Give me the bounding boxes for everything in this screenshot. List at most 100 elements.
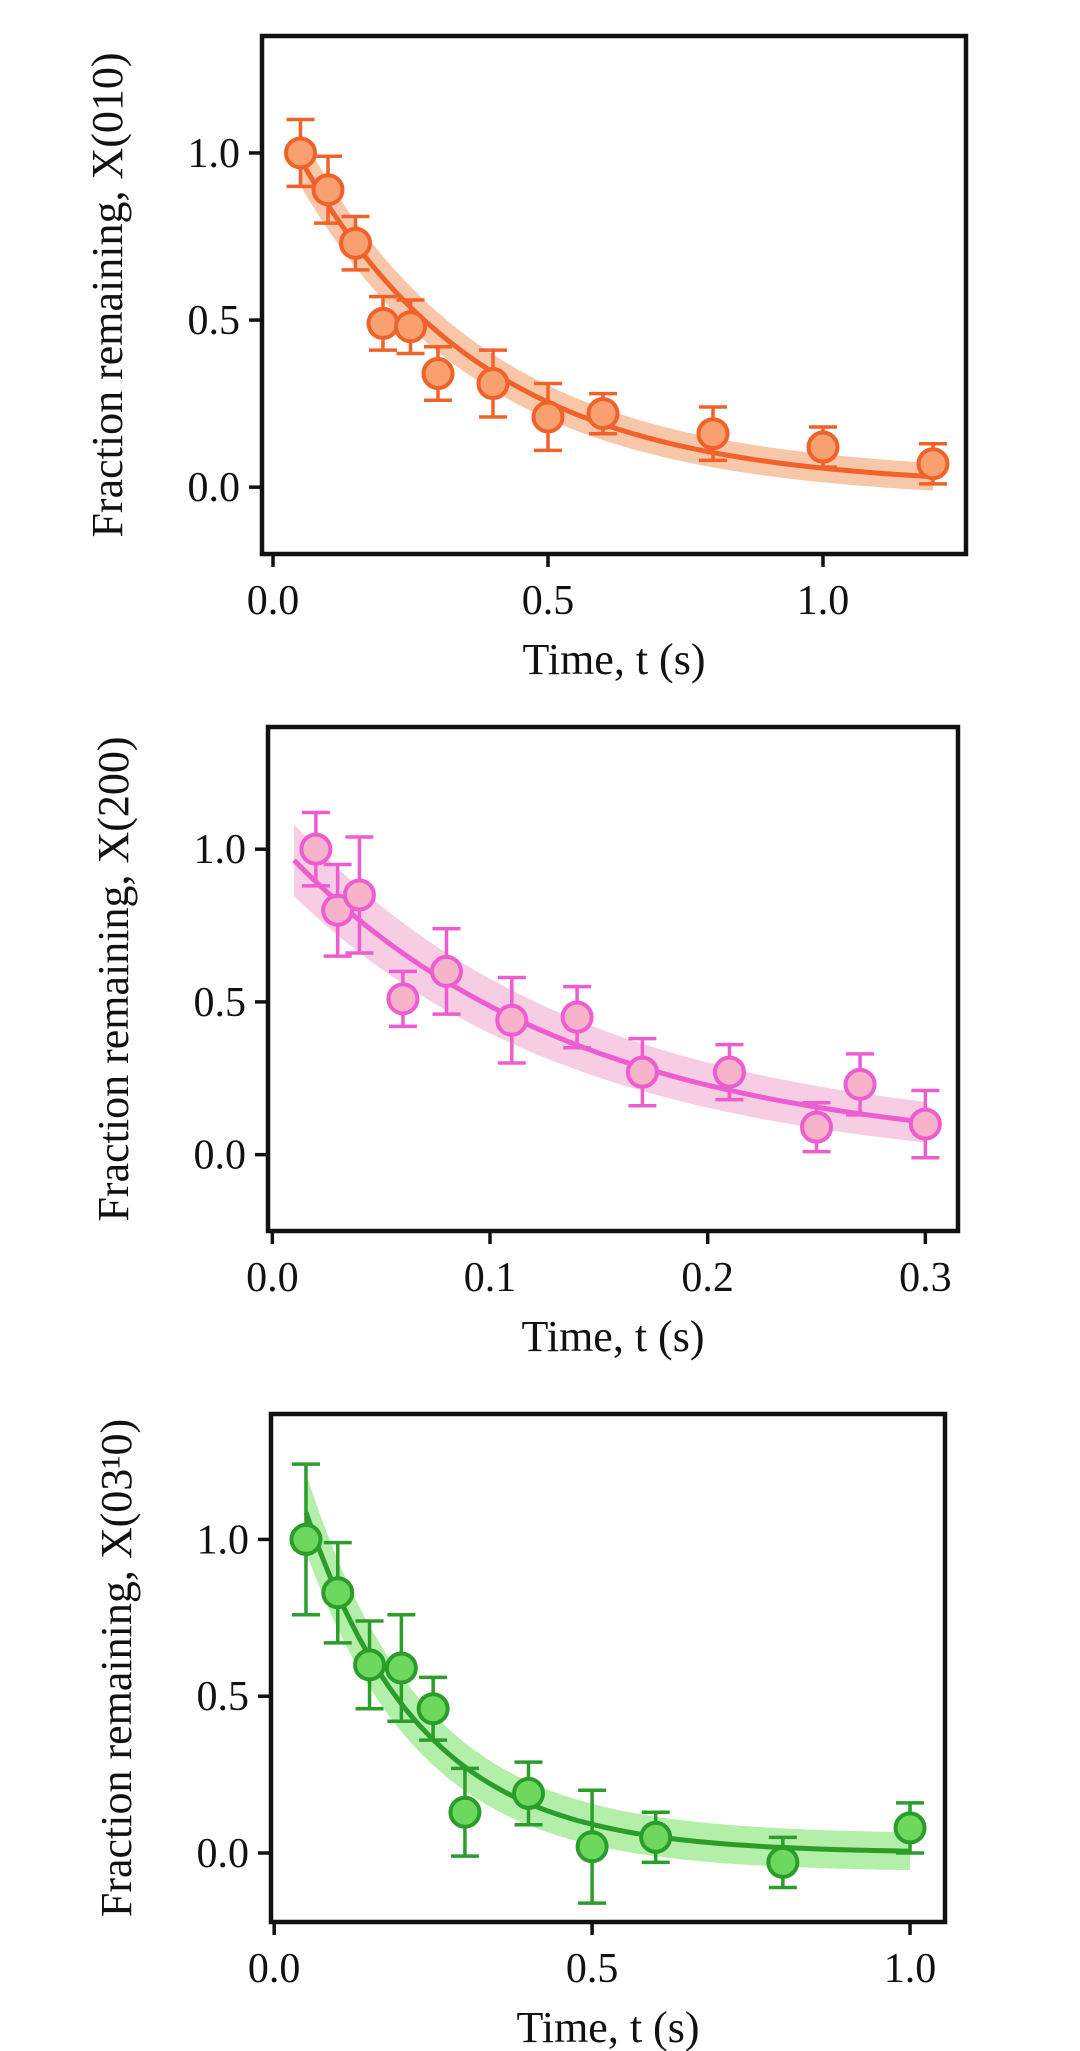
fit-curve [303, 1511, 911, 1854]
data-point [384, 1612, 418, 1724]
data-point [800, 1100, 834, 1154]
data-point [299, 810, 333, 888]
data-point [321, 1540, 355, 1645]
data-marker [916, 447, 950, 481]
data-marker [806, 430, 840, 464]
data-point [311, 154, 345, 225]
x-tick-label: 0.0 [248, 1946, 301, 1992]
y-axis-title: Fraction remaining, X(010) [83, 52, 132, 537]
plot-frame [265, 724, 961, 1234]
data-point [416, 1675, 450, 1742]
data-point [575, 1788, 609, 1905]
data-marker [575, 1830, 609, 1864]
data-marker [416, 1692, 450, 1726]
data-marker [560, 1000, 594, 1034]
data-marker [366, 306, 400, 340]
data-marker [800, 1110, 834, 1144]
plot-frame [268, 1411, 948, 1925]
data-point [495, 975, 529, 1065]
data-point [806, 425, 840, 469]
plot-area [289, 1462, 927, 1905]
data-point [639, 1810, 673, 1865]
data-point [386, 969, 420, 1029]
data-marker [893, 1811, 927, 1845]
x-axis-title: Time, t (s) [517, 2003, 700, 2051]
data-point [586, 391, 620, 436]
data-point [448, 1766, 482, 1858]
y-tick-label: 0.5 [197, 1674, 250, 1720]
data-marker [311, 173, 345, 207]
data-point [560, 984, 594, 1050]
x-tick-label: 0.3 [899, 1255, 952, 1301]
data-point [625, 1036, 659, 1108]
chart-x0310: 0.0 0.5 1.0 0.0 0.5 1.0 Time, t (s) Fraction re… [92, 1411, 948, 2051]
data-point [353, 1619, 387, 1711]
x-tick-label: 0.1 [464, 1255, 517, 1301]
data-marker [843, 1067, 877, 1101]
data-point [696, 405, 730, 463]
fit-confidence-band [294, 824, 926, 1143]
x-axis-title: Time, t (s) [522, 1312, 705, 1361]
data-marker [476, 367, 510, 401]
data-marker [696, 417, 730, 451]
data-marker [299, 832, 333, 866]
y-tick-label: 1.0 [197, 1517, 250, 1563]
data-marker [353, 1648, 387, 1682]
y-axis-title: Fraction remaining, X(03¹0) [92, 1419, 141, 1917]
data-point [394, 298, 427, 356]
data-marker [284, 136, 317, 170]
data-point [342, 835, 376, 955]
data-marker [321, 1576, 355, 1610]
fit-confidence-band [300, 132, 933, 491]
x-axis-title: Time, t (s) [523, 635, 706, 684]
data-marker [512, 1776, 546, 1810]
data-marker [586, 397, 620, 431]
y-tick-label: 0.5 [194, 980, 247, 1026]
data-marker [712, 1055, 746, 1089]
plot-frame [259, 33, 969, 557]
x-tick-label: 1.0 [884, 1946, 937, 1992]
data-point [908, 1088, 942, 1160]
data-point [284, 117, 317, 189]
data-point [712, 1042, 746, 1102]
data-marker [448, 1795, 482, 1829]
data-point [321, 862, 355, 958]
x-tick-label: 1.0 [797, 578, 850, 624]
data-point [766, 1835, 800, 1890]
data-marker [384, 1651, 418, 1685]
y-tick-label: 0.5 [188, 298, 241, 344]
y-tick-label: 0.0 [194, 1133, 247, 1179]
data-point [289, 1462, 323, 1617]
data-point [531, 381, 565, 453]
y-tick-label: 1.0 [194, 827, 247, 873]
fit-curve [292, 858, 926, 1125]
y-tick-label: 0.0 [197, 1831, 250, 1877]
data-marker [495, 1003, 529, 1037]
x-tick-label: 0.0 [247, 578, 300, 624]
y-tick-label: 0.0 [188, 465, 241, 511]
x-tick-label: 0.0 [246, 1255, 299, 1301]
fit-confidence-band [306, 1473, 910, 1871]
data-point [843, 1052, 877, 1117]
data-marker [625, 1055, 659, 1089]
plot-area [292, 810, 942, 1160]
data-marker [386, 982, 420, 1016]
y-tick-label: 1.0 [188, 131, 241, 177]
data-marker [321, 893, 355, 927]
data-marker [339, 226, 372, 260]
chart-x200: 0.0 0.1 0.2 0.3 0.0 0.5 1.0 Time, t (s) Fraction… [89, 724, 961, 1361]
data-marker [289, 1522, 323, 1556]
data-marker [429, 954, 463, 988]
data-point [429, 926, 463, 1016]
data-point [476, 348, 510, 419]
x-tick-label: 0.5 [522, 578, 575, 624]
data-point [421, 345, 455, 403]
data-marker [531, 400, 565, 434]
data-point [916, 441, 950, 486]
data-marker [421, 357, 455, 391]
chart-x010: 0.0 0.5 1.0 0.0 0.5 1.0 Time, t (s) Fraction re… [83, 33, 969, 684]
data-marker [394, 310, 427, 344]
y-axis-title: Fraction remaining, X(200) [89, 736, 138, 1221]
data-point [893, 1801, 927, 1855]
